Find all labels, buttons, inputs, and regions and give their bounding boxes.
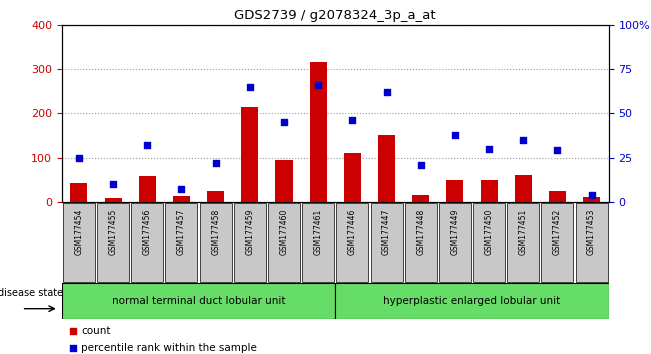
Bar [275, 160, 292, 202]
Bar [62, 283, 335, 319]
Bar [63, 204, 95, 281]
Bar [344, 153, 361, 202]
Point [142, 142, 152, 148]
Bar [575, 204, 607, 281]
Bar [378, 135, 395, 202]
Text: disease state: disease state [0, 288, 64, 298]
Bar [542, 204, 574, 281]
Text: GSM177452: GSM177452 [553, 208, 562, 255]
Text: GSM177449: GSM177449 [450, 208, 460, 255]
Point [313, 82, 324, 88]
Bar [70, 183, 87, 202]
Bar [173, 196, 190, 202]
Text: count: count [81, 326, 111, 336]
Bar [132, 204, 163, 281]
Point [430, 124, 440, 130]
Bar [515, 175, 532, 202]
Text: GSM177459: GSM177459 [245, 208, 255, 255]
Point [415, 162, 426, 167]
Bar [370, 204, 402, 281]
Bar [405, 204, 437, 281]
Point [450, 132, 460, 137]
Point [176, 187, 187, 192]
Text: GSM177458: GSM177458 [211, 208, 220, 255]
Text: GSM177454: GSM177454 [74, 208, 83, 255]
Bar [234, 204, 266, 281]
Bar [473, 204, 505, 281]
Text: GSM177447: GSM177447 [382, 208, 391, 255]
Text: GSM177450: GSM177450 [484, 208, 493, 255]
Text: GSM177456: GSM177456 [143, 208, 152, 255]
Bar [242, 107, 258, 202]
Bar [302, 204, 334, 281]
Text: hyperplastic enlarged lobular unit: hyperplastic enlarged lobular unit [383, 296, 561, 306]
Text: GSM177461: GSM177461 [314, 208, 323, 255]
Title: GDS2739 / g2078324_3p_a_at: GDS2739 / g2078324_3p_a_at [234, 9, 436, 22]
Bar [480, 180, 497, 202]
Point [347, 118, 357, 123]
Text: GSM177448: GSM177448 [416, 208, 425, 255]
Bar [105, 198, 122, 202]
Bar [507, 204, 539, 281]
Text: GSM177451: GSM177451 [519, 208, 528, 255]
Point [552, 148, 562, 153]
Text: normal terminal duct lobular unit: normal terminal duct lobular unit [112, 296, 285, 306]
Point [587, 192, 597, 198]
Point [279, 119, 289, 125]
Bar [412, 195, 429, 202]
Bar [549, 191, 566, 202]
Point [74, 155, 84, 160]
Bar [337, 204, 368, 281]
Bar [310, 62, 327, 202]
Bar [268, 204, 300, 281]
Point [430, 275, 440, 281]
Bar [97, 204, 129, 281]
Text: GSM177453: GSM177453 [587, 208, 596, 255]
Bar [207, 191, 224, 202]
Point [484, 146, 494, 152]
Bar [139, 176, 156, 202]
Text: GSM177457: GSM177457 [177, 208, 186, 255]
Text: GSM177460: GSM177460 [279, 208, 288, 255]
Bar [165, 204, 197, 281]
Bar [583, 198, 600, 202]
Text: percentile rank within the sample: percentile rank within the sample [81, 343, 257, 353]
Point [108, 181, 118, 187]
Bar [439, 204, 471, 281]
Point [381, 89, 392, 95]
Bar [447, 180, 464, 202]
Bar [335, 283, 609, 319]
Text: GSM177446: GSM177446 [348, 208, 357, 255]
Point [245, 84, 255, 90]
Point [210, 160, 221, 166]
Point [518, 137, 529, 143]
Bar [200, 204, 232, 281]
Text: GSM177455: GSM177455 [109, 208, 118, 255]
